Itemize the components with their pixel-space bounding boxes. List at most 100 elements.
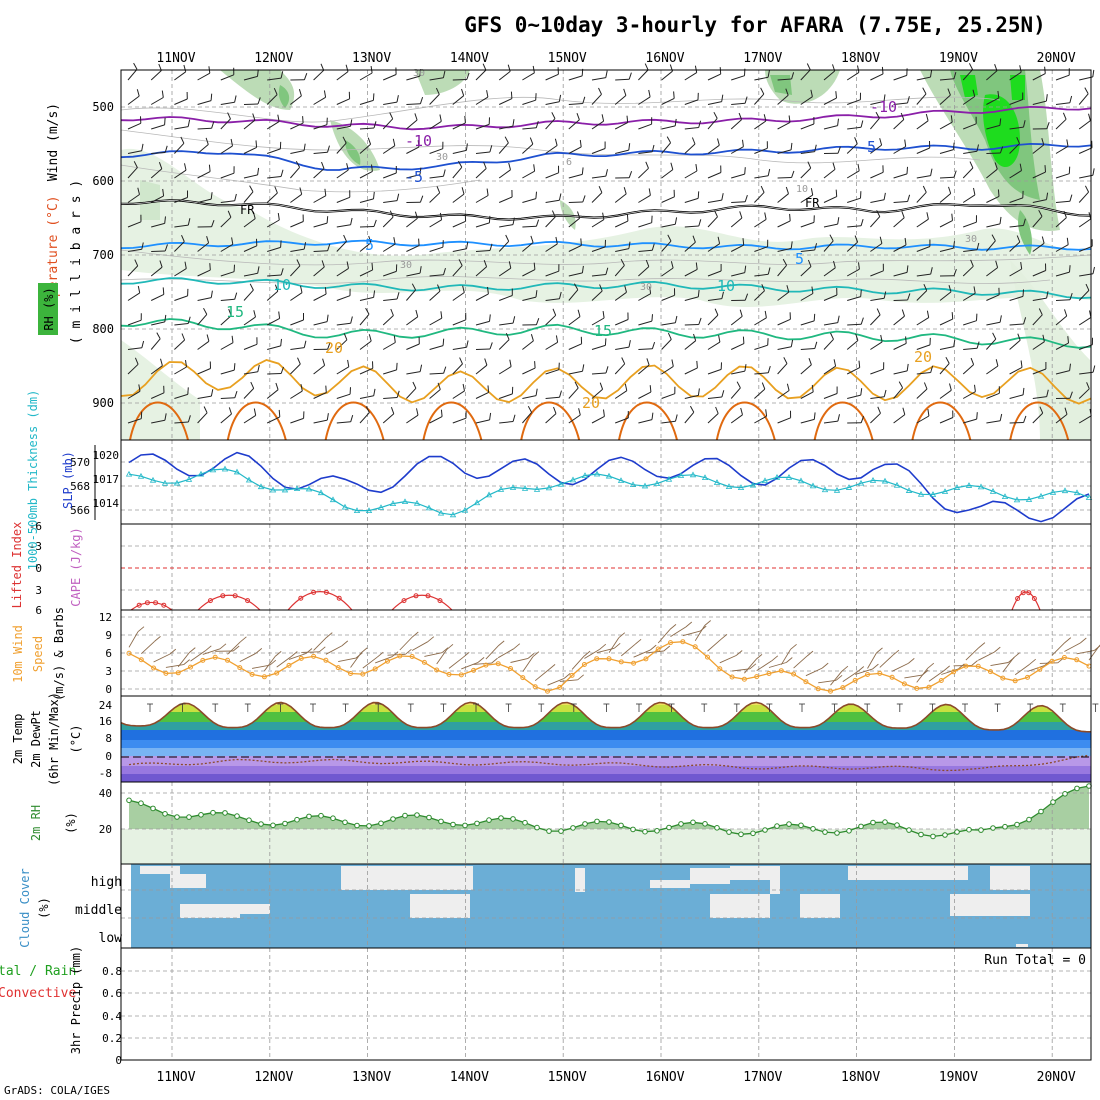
wind-barb-flag (1023, 415, 1027, 423)
w10-barb-flag (527, 653, 535, 659)
chart-title: GFS 0~10day 3-hourly for AFARA (7.75E, 2… (464, 13, 1046, 37)
wind-barb (615, 78, 630, 81)
wind-barb-flag (185, 360, 187, 368)
thickness-marker (941, 488, 949, 494)
wind-barb (684, 143, 696, 154)
contour-labels: -10 -10 -5 -5 FR FR 5 5 10 10 15 15 20 2… (226, 68, 977, 412)
wind-barb-flag (880, 334, 883, 342)
thick-566: 566 (70, 504, 90, 517)
thickness-marker (1073, 489, 1081, 496)
wind-barb (475, 293, 489, 301)
wind-barb (986, 70, 998, 81)
wind-barb (638, 249, 653, 252)
wind-barb (266, 219, 280, 228)
wind-barb (220, 413, 232, 424)
wind-barb-flag (785, 88, 789, 96)
temp-contour (120, 105, 1092, 131)
wind-barb (962, 292, 976, 301)
wind-barb-flag (742, 238, 745, 246)
wind-barb-flag (250, 381, 255, 389)
wind-barb (499, 322, 514, 326)
wind-barb-flag (350, 119, 353, 127)
wind-barb (800, 96, 813, 105)
wind-barb-flag (692, 235, 696, 243)
wind-barb-flag (951, 312, 954, 320)
wind-barb-flag (274, 186, 278, 194)
wind-barb-flag (183, 64, 187, 72)
wind-barb (313, 321, 328, 326)
wind-barb (847, 394, 861, 399)
wind-barb (986, 97, 1000, 105)
wind-barb (150, 97, 164, 105)
slp-label: SLP (mb) (61, 451, 75, 509)
rh-marker (666, 824, 672, 831)
wind-barb-flag (393, 335, 396, 343)
wind-barb-flag (512, 119, 515, 127)
wind-barb-flag (599, 382, 604, 390)
wind-barb-flag (811, 286, 814, 294)
wind-barb-flag (1088, 212, 1092, 220)
wind-barb (707, 341, 721, 350)
wind-barb (1055, 299, 1071, 301)
rh-marker (534, 824, 540, 831)
wind-barb (1032, 314, 1043, 326)
wind-barb (800, 320, 815, 326)
wind-barb-flag (527, 405, 533, 413)
pr-0: 0 (115, 1054, 122, 1067)
wind-barb (1055, 118, 1067, 130)
wind-barb-flag (674, 118, 677, 126)
wind-barb (243, 371, 258, 375)
wind-barb (986, 124, 1001, 130)
wind-barb-flag (807, 161, 812, 169)
thickness-marker (545, 484, 553, 491)
wind-barb-flag (396, 362, 398, 370)
wind-barb (661, 365, 674, 375)
w10-barb-flag (205, 645, 212, 652)
wind-barb (1055, 145, 1069, 154)
wind-barb (499, 224, 514, 228)
wind-barb-flag (208, 164, 211, 172)
wind-barb-flag (350, 414, 354, 422)
thickness-marker (653, 480, 661, 487)
wind-barb (614, 390, 628, 399)
wind-barb (499, 421, 514, 424)
thick-568: 568 (70, 480, 90, 493)
wind-barb-flag (807, 259, 812, 267)
wind-speed-marker (655, 646, 661, 652)
wind-barb-flag (760, 185, 765, 193)
wind-barb-flag (697, 289, 700, 297)
wind-barb (916, 372, 931, 375)
date-label-bottom: 17NOV (743, 1070, 782, 1085)
wind-barb (684, 268, 698, 277)
wind-barb-flag (350, 316, 353, 324)
wind-barb-flag (926, 212, 929, 220)
wind-barb-flag (505, 234, 510, 242)
wind-barb-flag (718, 335, 721, 343)
cloud-clear-cell (800, 894, 840, 918)
wind-barb (220, 397, 235, 399)
w10-barb-flag (269, 659, 277, 666)
wind-barb-flag (390, 407, 395, 414)
wind-barb-flag (624, 285, 627, 293)
wind-barb-flag (717, 138, 720, 146)
wind-barb-flag (628, 241, 631, 249)
wind-barb-flag (693, 333, 697, 341)
w10-barb (990, 662, 1009, 667)
wind-barb (591, 192, 603, 203)
wind-barb (243, 75, 258, 81)
wind-barb (127, 122, 142, 130)
wind-barb (754, 76, 769, 81)
wind-barb-flag (419, 364, 423, 372)
w10-barb-flag (183, 659, 190, 665)
wind-barb (823, 169, 836, 179)
wind-barb (870, 73, 884, 81)
wind-barb-flag (233, 363, 236, 371)
wind-barb (661, 125, 676, 130)
wind-barb (638, 69, 649, 81)
wind-barb (382, 342, 396, 350)
wind-barb-flag (1044, 165, 1046, 173)
wind10m-panel: 12 9 6 3 0 10m Wind Speed (m/s) & Barbs (11, 607, 1100, 701)
wind-barb-flag (574, 381, 579, 389)
wind-speed-marker (963, 663, 969, 669)
thickness-marker (269, 486, 277, 493)
